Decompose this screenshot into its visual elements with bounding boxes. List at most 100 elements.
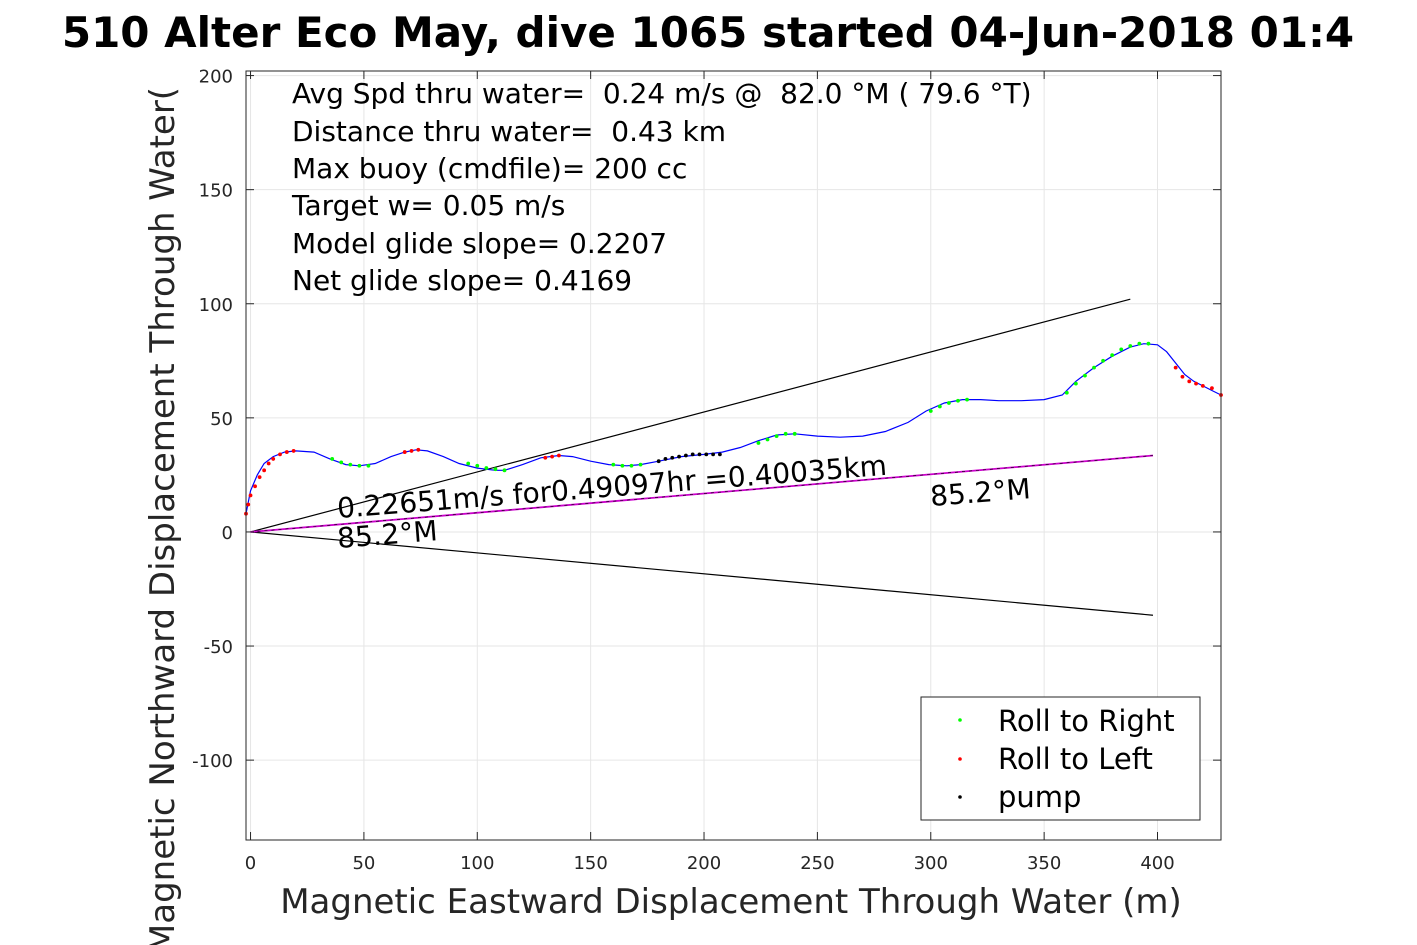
y-tick-label: 0 xyxy=(222,523,233,544)
point-roll-to-left xyxy=(253,484,257,489)
point-roll-to-right xyxy=(937,404,942,409)
info-avg-speed: Avg Spd thru water= 0.24 m/s @ 82.0 °M (… xyxy=(292,77,1032,110)
point-roll-to-right xyxy=(348,462,353,467)
point-roll-to-left xyxy=(246,502,251,507)
point-roll-to-right xyxy=(330,457,335,461)
point-pump xyxy=(670,455,675,460)
track xyxy=(245,343,1222,514)
point-roll-to-right xyxy=(1092,365,1096,370)
point-roll-to-right xyxy=(475,463,480,468)
x-tick-label: 350 xyxy=(1027,853,1061,874)
x-tick-label: 100 xyxy=(460,853,494,874)
plot-frame xyxy=(245,70,1222,841)
point-roll-to-left xyxy=(402,450,407,454)
point-roll-to-right xyxy=(502,468,507,473)
glide-bounds xyxy=(250,298,1154,616)
point-roll-to-right xyxy=(928,409,933,413)
points xyxy=(244,341,1223,516)
point-roll-to-left xyxy=(416,447,421,452)
point-pump xyxy=(717,452,722,457)
point-roll-to-right xyxy=(357,463,362,468)
point-roll-to-left xyxy=(409,449,414,453)
grid xyxy=(246,71,1221,840)
legend-box xyxy=(920,696,1201,821)
point-pump xyxy=(683,453,688,458)
point-roll-to-right xyxy=(783,431,788,436)
point-roll-to-left xyxy=(1180,374,1185,379)
point-roll-to-right xyxy=(1137,341,1142,346)
point-roll-to-right xyxy=(466,461,471,466)
point-roll-to-left xyxy=(1200,384,1205,388)
point-roll-to-left xyxy=(291,449,296,453)
legend-marker-pump xyxy=(958,795,962,799)
point-roll-to-right xyxy=(620,463,625,468)
point-pump xyxy=(711,452,715,457)
info-distance: Distance thru water= 0.43 km xyxy=(292,115,726,148)
y-axis-label: Magnetic Northward Displacement Through … xyxy=(143,87,183,945)
y-tick-label: 200 xyxy=(199,67,233,88)
point-roll-to-right xyxy=(629,463,634,468)
x-tick-label: 50 xyxy=(352,853,375,874)
point-pump xyxy=(677,454,681,459)
point-roll-to-right xyxy=(792,431,797,436)
point-roll-to-left xyxy=(1187,379,1192,384)
info-net-glide: Net glide slope= 0.4169 xyxy=(292,264,632,297)
point-pump xyxy=(656,459,661,464)
legend-label-pump: pump xyxy=(998,780,1081,814)
point-roll-to-right xyxy=(1073,381,1078,386)
point-roll-to-right xyxy=(1119,347,1124,352)
point-roll-to-right xyxy=(484,466,489,470)
point-roll-to-right xyxy=(765,437,770,442)
glide-bound-lower xyxy=(250,531,1154,616)
point-roll-to-right xyxy=(965,397,969,402)
point-roll-to-left xyxy=(1210,386,1214,391)
point-roll-to-right xyxy=(1146,341,1151,346)
point-roll-to-right xyxy=(611,462,616,467)
x-tick-label: 150 xyxy=(573,853,607,874)
heading-start-label: 85.2°M xyxy=(336,514,439,555)
point-pump xyxy=(704,452,709,457)
point-roll-to-right xyxy=(638,462,643,467)
x-tick-label: 200 xyxy=(687,853,721,874)
point-roll-to-right xyxy=(1083,373,1087,378)
track-line xyxy=(245,343,1222,514)
point-roll-to-right xyxy=(366,463,371,468)
y-tick-label: -100 xyxy=(192,751,233,772)
legend: Roll to Right Roll to Left pump xyxy=(920,696,1201,821)
point-roll-to-left xyxy=(257,475,262,480)
point-roll-to-left xyxy=(248,493,253,498)
point-roll-to-left xyxy=(278,452,282,457)
point-roll-to-right xyxy=(493,467,498,472)
y-tick-label: 100 xyxy=(199,295,233,316)
point-roll-to-right xyxy=(947,401,951,405)
legend-label-roll-right: Roll to Right xyxy=(998,704,1175,738)
point-roll-to-right xyxy=(1064,390,1069,395)
point-pump xyxy=(697,452,702,457)
x-tick-label: 250 xyxy=(800,853,834,874)
point-roll-to-left xyxy=(557,453,561,458)
point-roll-to-left xyxy=(1194,381,1198,386)
info-block: Avg Spd thru water= 0.24 m/s @ 82.0 °M (… xyxy=(291,77,1032,297)
point-pump xyxy=(663,457,668,461)
point-roll-to-right xyxy=(339,460,344,465)
point-roll-to-right xyxy=(1128,344,1133,348)
glide-bound-upper xyxy=(250,298,1131,533)
point-roll-to-right xyxy=(956,398,960,403)
point-roll-to-right xyxy=(756,441,761,445)
legend-marker-roll-right xyxy=(958,718,962,722)
x-tick-label: 300 xyxy=(914,853,948,874)
net-displacement-line xyxy=(250,454,1154,533)
y-tick-label: 50 xyxy=(210,409,233,430)
y-tick-label: -50 xyxy=(204,637,233,658)
legend-label-roll-left: Roll to Left xyxy=(998,742,1153,776)
point-roll-to-left xyxy=(262,468,267,473)
chart-title: 510 Alter Eco May, dive 1065 started 04-… xyxy=(62,8,1354,57)
point-roll-to-left xyxy=(266,461,271,466)
ticks: 0 50 100 150 200 250 300 350 400 200 150 100 50 0 -50 -… xyxy=(192,67,1221,874)
info-max-buoy: Max buoy (cmdfile)= 200 cc xyxy=(292,152,687,185)
x-tick-label: 0 xyxy=(245,853,256,874)
x-tick-label: 400 xyxy=(1140,853,1174,874)
point-roll-to-left xyxy=(543,455,548,460)
point-pump xyxy=(690,452,695,457)
